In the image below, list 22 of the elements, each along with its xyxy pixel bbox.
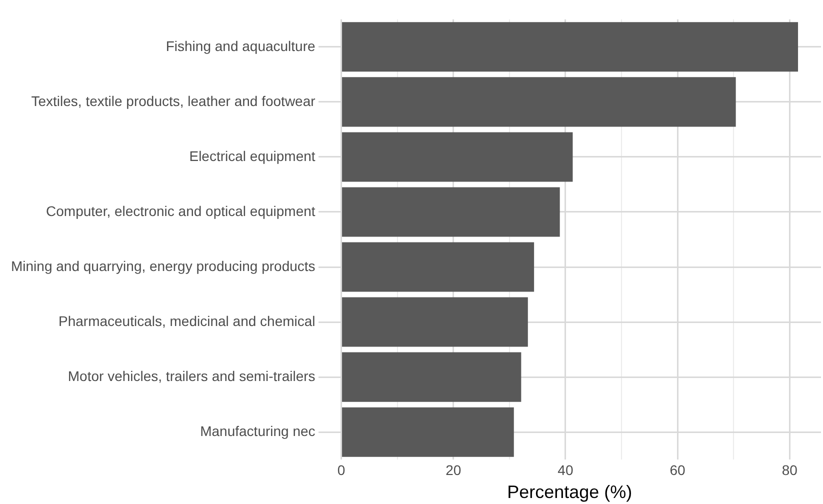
- y-tick-label: Textiles, textile products, leather and footwear: [31, 92, 316, 109]
- bar: [342, 242, 534, 292]
- bar: [342, 297, 528, 347]
- bar: [342, 187, 560, 237]
- y-tick-label: Pharmaceuticals, medicinal and chemical: [58, 312, 316, 329]
- y-tick-label: Mining and quarrying, energy producing products: [11, 258, 316, 274]
- y-tick-label: Manufacturing nec: [200, 422, 316, 439]
- x-axis-title: Percentage (%): [507, 482, 632, 502]
- y-tick-label: Motor vehicles, trailers and semi-trailers: [68, 368, 316, 384]
- bar: [342, 352, 522, 402]
- y-tick-label: Fishing and aquaculture: [166, 38, 316, 54]
- bar: [342, 407, 514, 457]
- bar: [342, 22, 798, 72]
- x-tick-label: 0: [337, 462, 346, 478]
- y-tick-label: Computer, electronic and optical equipment: [46, 202, 316, 219]
- x-tick-label: 20: [446, 462, 462, 478]
- x-tick-label: 40: [558, 462, 574, 478]
- x-tick-label: 60: [670, 462, 686, 478]
- bar: [342, 132, 573, 182]
- x-tick-label: 80: [782, 462, 798, 478]
- y-tick-label: Electrical equipment: [189, 148, 316, 164]
- bar: [342, 77, 736, 127]
